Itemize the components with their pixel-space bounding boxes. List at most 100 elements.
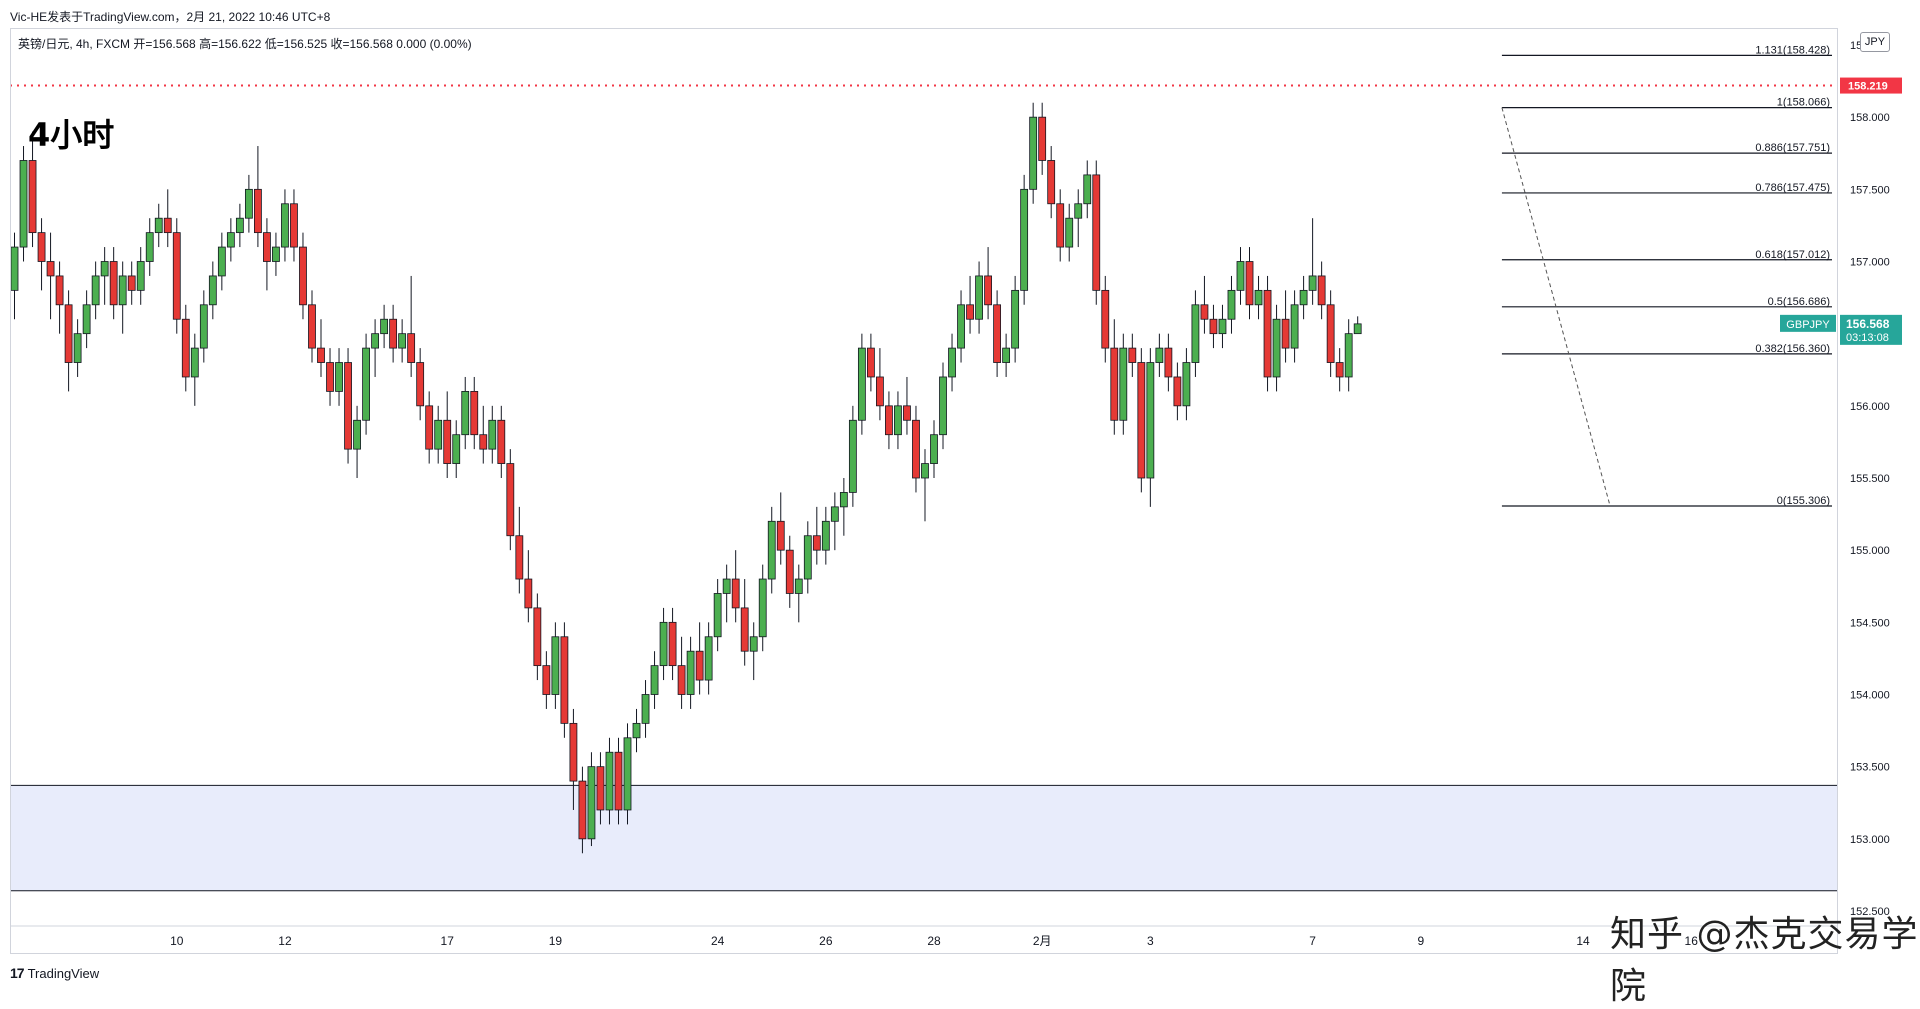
candle-body	[461, 390, 470, 436]
fib-level-label: 0.786(157.475)	[1755, 182, 1830, 194]
candle-body	[957, 304, 965, 349]
candle-body	[524, 578, 533, 609]
candle-body	[785, 549, 794, 594]
candle-body	[479, 434, 488, 450]
candle-body	[722, 578, 731, 594]
candle-body	[208, 275, 217, 306]
candle-body	[839, 492, 848, 508]
candle-body	[91, 275, 100, 306]
candle-body	[1173, 376, 1182, 407]
candle-body	[659, 621, 668, 667]
candle-body	[506, 463, 515, 537]
candle-body	[903, 405, 911, 421]
y-tick-label: 156.000	[1850, 401, 1890, 413]
candle-body	[515, 535, 524, 580]
candle-body	[55, 275, 64, 306]
candle-body	[470, 390, 479, 436]
last-price-text: 156.568	[1846, 317, 1890, 331]
candle-body	[1002, 347, 1011, 363]
candle-body	[73, 333, 82, 363]
candle-body	[443, 419, 452, 464]
x-tick-label: 3	[1147, 934, 1154, 948]
candle-body	[344, 362, 352, 450]
candle-body	[948, 347, 956, 378]
timeframe-label: 4小时	[28, 116, 115, 154]
candle-body	[930, 434, 938, 464]
x-tick-label: 17	[441, 934, 455, 948]
candle-body	[28, 160, 37, 234]
candle-body	[290, 203, 298, 248]
candle-body	[650, 665, 659, 695]
fib-trend-line	[1501, 107, 1611, 507]
candle-body	[704, 636, 713, 681]
candle-body	[1101, 289, 1110, 349]
candle-body	[803, 535, 812, 580]
candle-body	[812, 535, 821, 551]
candle-body	[398, 333, 407, 349]
candle-body	[993, 304, 1002, 363]
candle-body	[1119, 347, 1128, 421]
candle-body	[1065, 217, 1074, 248]
candle-body	[308, 304, 316, 349]
x-tick-label: 14	[1576, 934, 1590, 948]
candle-body	[199, 304, 208, 349]
candle-body	[1047, 160, 1056, 205]
brand-name: TradingView	[27, 965, 100, 981]
candle-body	[1317, 275, 1326, 306]
candle-body	[244, 188, 253, 219]
candle-body	[939, 376, 947, 436]
candle-body	[641, 694, 650, 724]
candle-body	[497, 419, 506, 464]
candle-body	[362, 347, 370, 421]
candle-body	[1272, 318, 1281, 378]
candle-body	[1137, 362, 1146, 479]
y-tick-label: 154.500	[1850, 617, 1890, 629]
candle-body	[632, 722, 641, 739]
price-chart[interactable]: 1.131(158.428) 1(158.066) 0.886(157.751) 0.…	[0, 0, 1920, 988]
tradingview-brand[interactable]: 17 TradingView	[10, 965, 99, 981]
ohlc-legend: 英镑/日元, 4h, FXCM 开=156.568 高=156.622 低=15…	[18, 37, 472, 51]
candle-body	[1146, 362, 1155, 479]
candle-body	[668, 621, 677, 667]
candle-body	[695, 650, 704, 681]
fib-level-label: 0.618(157.012)	[1755, 249, 1830, 261]
x-tick-label: 24	[711, 934, 725, 948]
candle-body	[1200, 304, 1209, 320]
candle-body	[1155, 347, 1164, 363]
candle-body	[605, 751, 614, 811]
price-axis	[1838, 28, 1920, 954]
candle-body	[217, 246, 226, 277]
candle-body	[281, 203, 289, 248]
candle-body	[1308, 275, 1317, 291]
candle-body	[830, 506, 839, 522]
candle-body	[984, 275, 992, 306]
candle-body	[1038, 116, 1047, 161]
candle-body	[1353, 323, 1362, 335]
candle-body	[1263, 289, 1272, 378]
candle-body	[857, 347, 866, 421]
candle-body	[1299, 289, 1308, 306]
currency-selector[interactable]: JPY	[1860, 32, 1890, 52]
candle-body	[100, 261, 109, 277]
candle-body	[1227, 289, 1236, 320]
candle-body	[416, 362, 425, 407]
candle-body	[1290, 304, 1299, 349]
candle-body	[776, 520, 785, 551]
candle-body	[118, 275, 127, 306]
candle-body	[1164, 347, 1173, 378]
candle-body	[488, 419, 497, 450]
candle-body	[1344, 333, 1353, 378]
candle-body	[1236, 261, 1245, 291]
candle-body	[145, 232, 154, 262]
candle-body	[848, 419, 857, 493]
candle-body	[1254, 289, 1263, 306]
candle-body	[389, 318, 398, 349]
candle-body	[1209, 318, 1218, 335]
x-tick-label: 12	[278, 934, 292, 948]
candle-body	[569, 722, 578, 782]
candle-body	[46, 261, 55, 277]
x-tick-label: 19	[549, 934, 563, 948]
x-tick-label: 9	[1417, 934, 1424, 948]
fib-level-label: 0.886(157.751)	[1755, 142, 1830, 154]
y-tick-label: 157.000	[1850, 257, 1890, 269]
